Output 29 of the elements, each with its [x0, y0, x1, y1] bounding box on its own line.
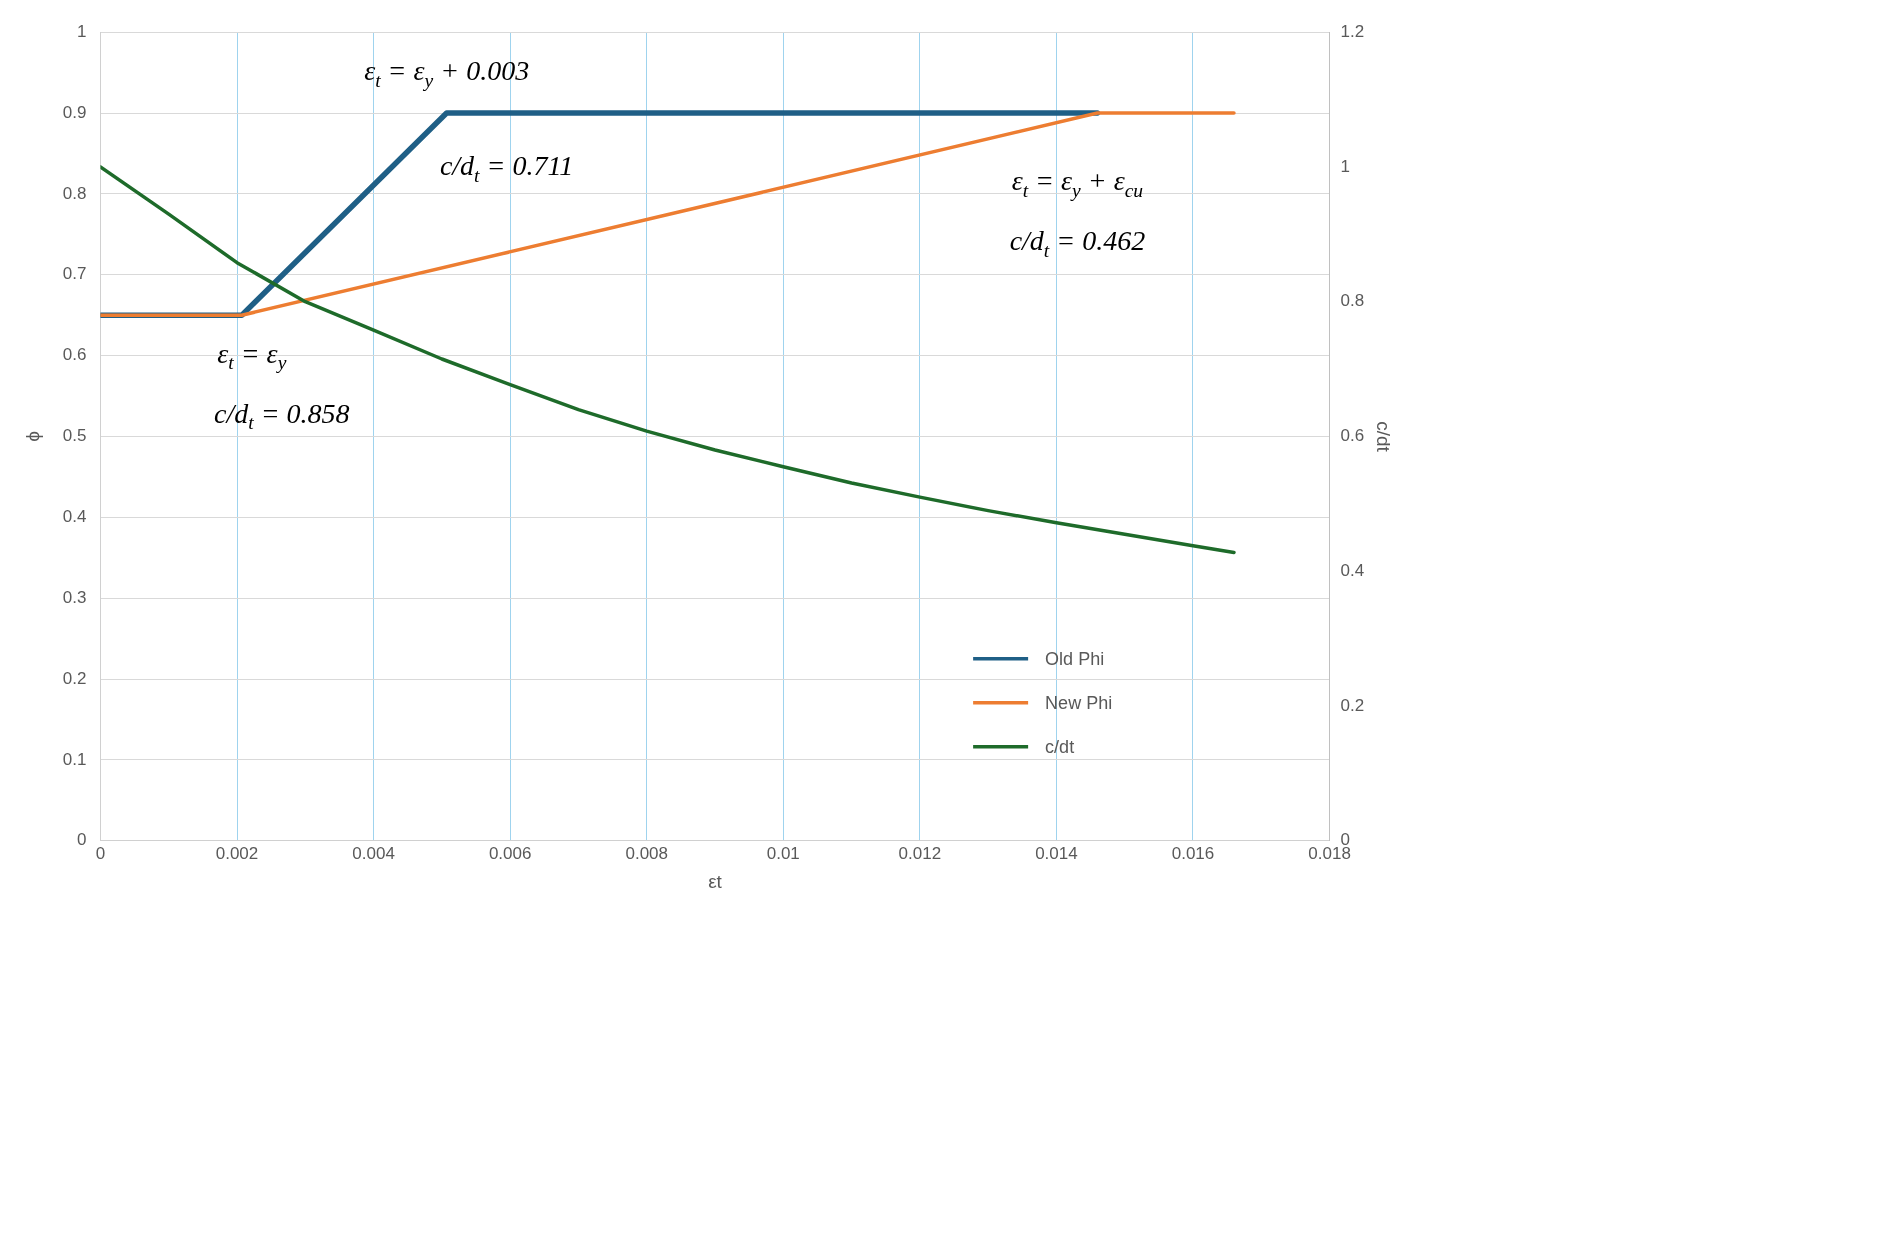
y-tick-label: 0.2 — [62, 668, 87, 688]
x-tick-label: 0.002 — [215, 843, 259, 863]
y2-tick-label: 0.8 — [1340, 291, 1365, 311]
x-tick-label: 0.016 — [1171, 843, 1215, 863]
x-tick-label: 0 — [95, 843, 106, 863]
y-tick-label: 0.6 — [62, 345, 87, 365]
y2-tick-label: 1.2 — [1340, 21, 1365, 41]
y-tick-label: 0.8 — [62, 183, 87, 203]
x-tick-label: 0.012 — [898, 843, 942, 863]
x-tick-label: 0.01 — [766, 843, 800, 863]
y-tick-label: 0.1 — [62, 749, 87, 769]
y2-tick-label: 0.4 — [1340, 560, 1365, 580]
y-tick-label: 0 — [76, 830, 87, 850]
y-tick-label: 0.4 — [62, 507, 87, 527]
y-tick-label: 0.9 — [62, 102, 87, 122]
y-tick-label: 0.5 — [62, 426, 87, 446]
x-axis-title: εt — [708, 870, 723, 892]
y-axis-title: ϕ — [21, 431, 43, 442]
y-tick-label: 0.7 — [62, 264, 87, 284]
y2-tick-label: 0.6 — [1340, 426, 1365, 446]
x-tick-label: 0.006 — [488, 843, 532, 863]
y-tick-label: 1 — [76, 21, 87, 41]
y2-tick-label: 1 — [1340, 156, 1351, 176]
x-tick-label: 0.014 — [1035, 843, 1078, 863]
y2-tick-label: 0.2 — [1340, 695, 1365, 715]
y-tick-label: 0.3 — [62, 587, 87, 607]
y2-axis-title: c/dt — [1373, 421, 1395, 453]
x-tick-label: 0.004 — [352, 843, 395, 863]
x-tick-label: 0.008 — [625, 843, 668, 863]
